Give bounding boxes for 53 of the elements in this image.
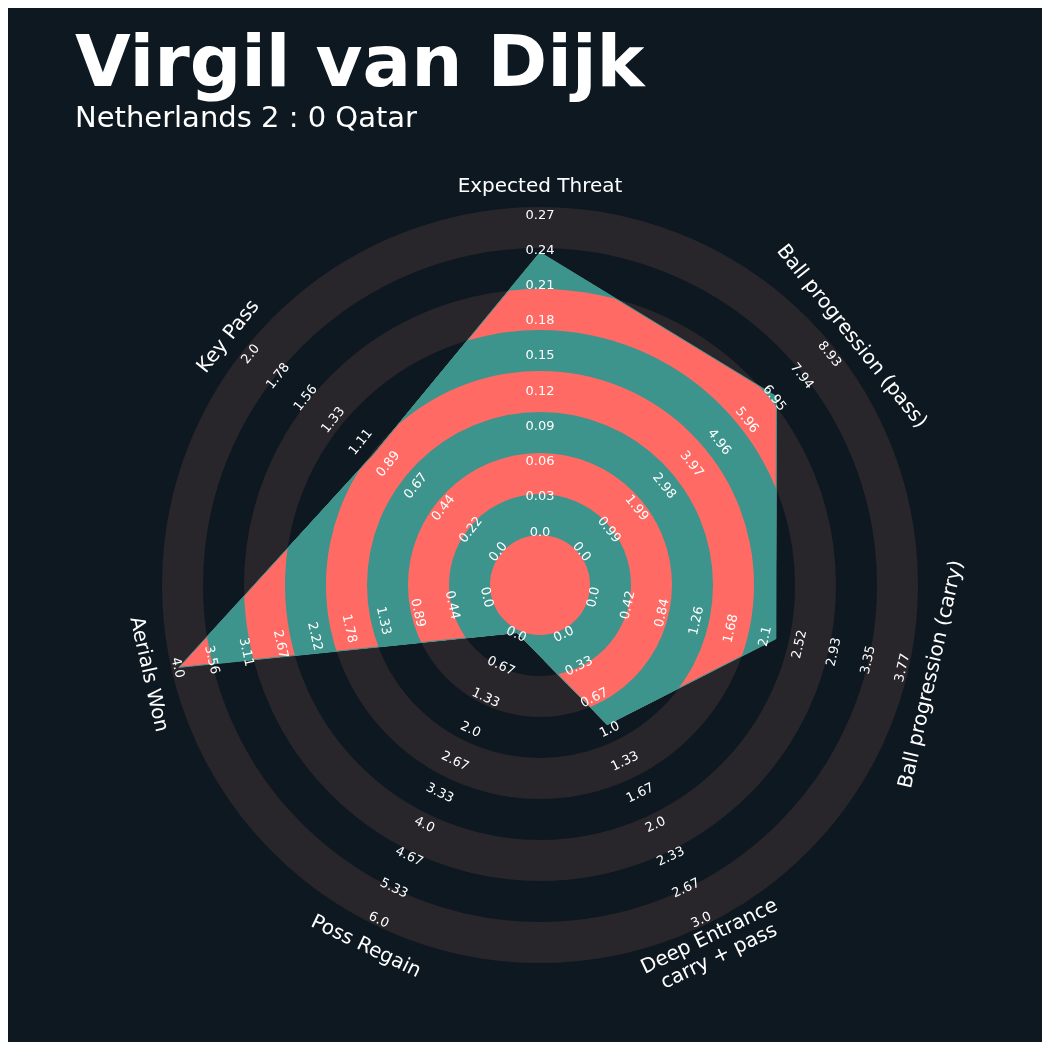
text: 0.0 [569,538,595,565]
text: 4.0 [168,655,188,680]
text: 0.67 [577,684,611,711]
chart-title: Virgil van Dijk [75,18,645,105]
text: 2.0 [642,812,668,836]
text: 2.67 [439,747,472,774]
text: 0.0 [583,585,603,609]
text: 0.0 [529,523,551,539]
text: 1.67 [623,779,657,806]
text: 0.21 [525,276,555,292]
text: 0.18 [525,312,555,328]
text: 1.33 [608,747,641,774]
text: 1.78 [339,612,361,645]
text: 0.67 [484,652,518,679]
text: 3.35 [856,643,878,676]
text: 2.52 [788,628,810,660]
text: 2.22 [305,620,327,652]
text: 0.33 [562,652,596,679]
text: 4.0 [412,812,438,836]
text: 1.33 [373,604,395,637]
text: 1.0 [596,717,622,741]
text: 3.11 [236,636,258,668]
text: 3.77 [891,651,913,684]
text: 1.33 [469,684,503,711]
text: 0.15 [525,347,555,363]
text: 5.33 [378,874,411,901]
text: 0.84 [650,596,672,629]
text: 3.56 [202,643,224,676]
text: 0.0 [485,538,511,565]
text: 0.06 [525,453,555,469]
text: 0.0 [504,622,530,645]
text: 1.68 [719,612,741,645]
text: 0.89 [408,596,430,629]
text: 0.44 [442,589,464,621]
text: 0.0 [477,585,497,609]
text: 2.93 [822,636,844,668]
text: 0.09 [525,417,555,433]
text: 2.33 [654,842,687,869]
text: 0.27 [525,206,555,222]
spoke-label: Expected Threat [457,173,623,197]
text: 2.67 [270,628,292,660]
text: 2.0 [237,340,263,367]
text: 0.24 [525,241,555,257]
text: 2.67 [669,874,702,901]
text: 3.33 [423,779,457,806]
text: 1.26 [685,604,707,637]
text: 6.0 [366,908,392,931]
text: 2.0 [458,717,484,741]
text: 0.12 [525,382,555,398]
text: 0.42 [616,589,638,621]
text: 4.67 [393,842,426,869]
text: 0.0 [550,622,576,645]
text: 2.1 [754,624,774,648]
